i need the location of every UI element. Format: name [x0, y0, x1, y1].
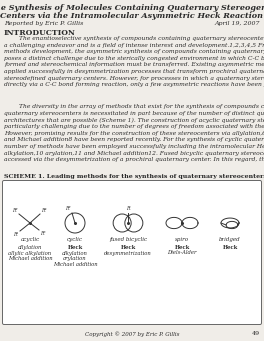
- Text: acyclic: acyclic: [20, 237, 40, 242]
- Text: alkylation: alkylation: [62, 251, 88, 255]
- Text: 49: 49: [252, 331, 260, 336]
- Text: spiro: spiro: [175, 237, 189, 242]
- Text: Heck: Heck: [175, 245, 190, 250]
- Text: INTRODUCTION: INTRODUCTION: [4, 29, 76, 37]
- Text: Heck: Heck: [222, 245, 238, 250]
- Text: Centers via the Intramolecular Asymmetric Heck Reaction: Centers via the Intramolecular Asymmetri…: [1, 12, 263, 20]
- Text: Michael addition: Michael addition: [53, 262, 97, 267]
- Text: R¹: R¹: [13, 232, 19, 237]
- Text: R²: R²: [12, 208, 18, 213]
- Text: April 19, 2007: April 19, 2007: [214, 21, 260, 26]
- Text: SCHEME 1. Leading methods for the synthesis of quaternary stereocenters: SCHEME 1. Leading methods for the synthe…: [4, 174, 264, 179]
- Text: allylation: allylation: [18, 245, 42, 250]
- Text: bridged: bridged: [219, 237, 241, 242]
- Text: Reported by Eric P. Gillis: Reported by Eric P. Gillis: [4, 21, 83, 26]
- Text: The enantioselective synthesis of compounds containing quaternary stereocenters : The enantioselective synthesis of compou…: [4, 36, 264, 87]
- Text: allylic alkylation: allylic alkylation: [8, 251, 51, 255]
- Text: fused bicyclic: fused bicyclic: [109, 237, 147, 242]
- Text: Heck: Heck: [67, 245, 83, 250]
- Text: The Synthesis of Molecules Containing Quaternary Stereogenic: The Synthesis of Molecules Containing Qu…: [0, 4, 264, 12]
- Text: R⁴: R⁴: [41, 208, 47, 213]
- Text: Diels-Alder: Diels-Alder: [167, 251, 197, 255]
- Text: desymmetrization: desymmetrization: [104, 251, 152, 255]
- Text: Michael addition: Michael addition: [8, 256, 52, 261]
- Text: Copyright © 2007 by Eric P. Gillis: Copyright © 2007 by Eric P. Gillis: [85, 331, 179, 337]
- Text: R³: R³: [40, 231, 46, 236]
- Text: R: R: [126, 206, 130, 211]
- Text: R²: R²: [65, 206, 71, 211]
- Text: The diversity in the array of methods that exist for the synthesis of compounds : The diversity in the array of methods th…: [4, 104, 264, 162]
- Text: Heck: Heck: [120, 245, 136, 250]
- Text: arylation: arylation: [63, 256, 87, 261]
- Text: cyclic: cyclic: [67, 237, 83, 242]
- FancyBboxPatch shape: [2, 180, 262, 325]
